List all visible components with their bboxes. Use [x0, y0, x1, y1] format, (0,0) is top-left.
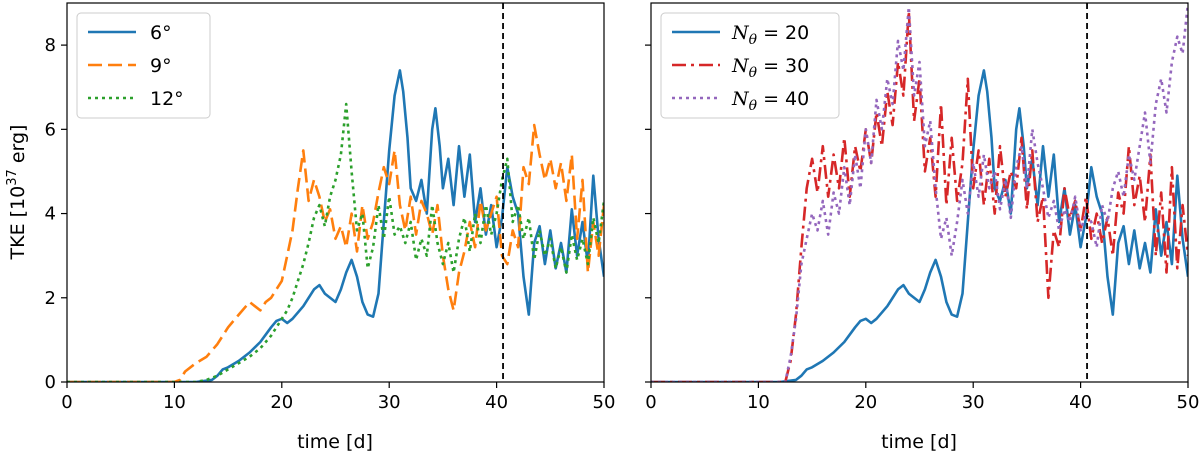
left-y-tick-label-2: 4: [45, 204, 56, 225]
right-series-line-0: [651, 69, 1188, 382]
left-x-tick-label-1: 10: [163, 392, 186, 413]
right-series-line-2: [651, 3, 1188, 382]
left-x-tick-label-5: 50: [593, 392, 616, 413]
right-series-group: [651, 3, 1188, 382]
right-legend-label-n30: Nθ = 30: [731, 55, 809, 81]
panel-right: 0 10 20 30 40 50 time [d] Nθ = 20 Nθ = 30 Nθ …: [645, 2, 1199, 453]
right-x-tick-label-5: 50: [1177, 392, 1200, 413]
right-x-tick-label-3: 30: [962, 392, 985, 413]
left-x-axis-label: time [d]: [297, 431, 373, 453]
left-legend-label-6deg: 6°: [150, 22, 172, 44]
right-x-tick-label-4: 40: [1069, 392, 1092, 413]
left-legend-box: [76, 12, 211, 119]
left-x-tick-label-0: 0: [61, 392, 72, 413]
right-legend: Nθ = 20 Nθ = 30 Nθ = 40: [660, 12, 840, 119]
left-series-line-2: [67, 102, 604, 382]
right-x-tick-label-2: 20: [854, 392, 877, 413]
right-y-ticks: [645, 44, 651, 383]
left-series-line-1: [67, 123, 604, 382]
right-x-tick-label-1: 10: [747, 392, 770, 413]
right-x-tick-label-0: 0: [645, 392, 656, 413]
left-y-tick-label-0: 0: [45, 372, 56, 393]
left-x-tick-label-2: 20: [270, 392, 293, 413]
left-legend-label-12deg: 12°: [150, 88, 184, 110]
left-legend-label-9deg: 9°: [150, 55, 172, 77]
right-axes-frame: [650, 2, 1189, 383]
left-series-group: [67, 69, 604, 382]
left-y-tick-label-4: 8: [45, 35, 56, 56]
left-y-tick-label-3: 6: [45, 119, 56, 140]
left-x-ticks: 0 10 20 30 40 50: [61, 382, 615, 413]
right-x-ticks: 0 10 20 30 40 50: [645, 382, 1199, 413]
left-y-tick-label-1: 2: [45, 288, 56, 309]
right-legend-label-n20: Nθ = 20: [731, 22, 809, 48]
left-y-axis-label: TKE [1037 erg]: [5, 125, 29, 261]
left-y-ticks: 0 2 4 6 8: [45, 35, 67, 393]
right-legend-box: [660, 12, 840, 119]
panel-left: 0 10 20 30 40 50 0 2 4 6 8 time [d] TKE [1037 erg…: [5, 2, 615, 453]
right-series-line-1: [651, 10, 1188, 382]
left-axes-frame: [66, 2, 605, 383]
left-legend: 6° 9° 12°: [76, 12, 211, 119]
left-x-tick-label-4: 40: [485, 392, 508, 413]
left-x-tick-label-3: 30: [378, 392, 401, 413]
right-x-axis-label: time [d]: [881, 431, 957, 453]
right-legend-label-n40: Nθ = 40: [731, 88, 809, 114]
